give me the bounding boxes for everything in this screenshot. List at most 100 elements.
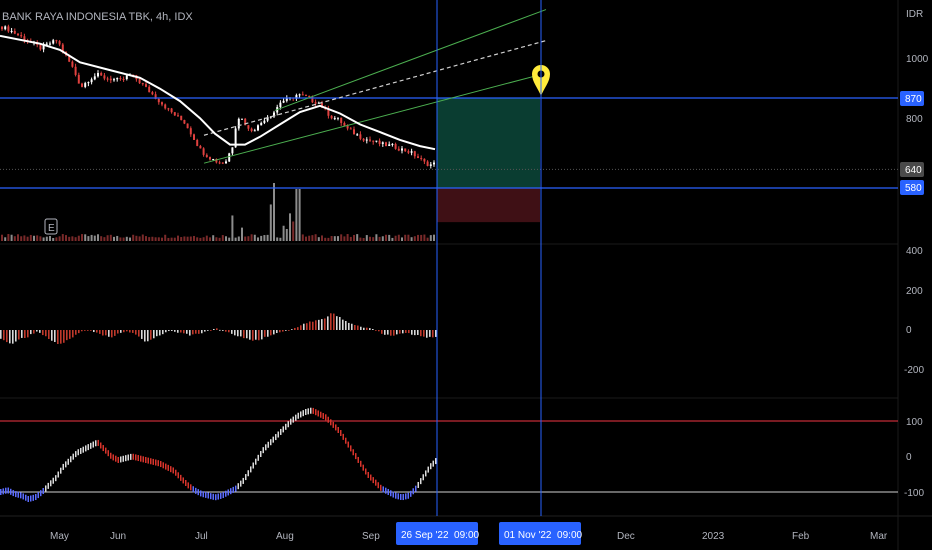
volume-bar (250, 234, 253, 241)
osc2-mark (52, 477, 54, 484)
volume-bar (346, 234, 349, 241)
candle (308, 95, 311, 98)
candle (241, 118, 243, 120)
osc1-histogram-bar (93, 330, 95, 333)
osc2-mark (72, 453, 74, 460)
osc2-mark (122, 455, 124, 462)
osc2-mark (190, 484, 192, 491)
osc2-mark (302, 410, 304, 417)
channel-lower-line[interactable] (203, 72, 547, 164)
osc2-mark (270, 439, 272, 446)
osc2-mark (390, 490, 392, 497)
osc1-histogram-bar (270, 330, 272, 336)
candle (20, 35, 23, 37)
osc1-histogram-bar (276, 330, 278, 334)
osc2-mark (407, 492, 409, 499)
time-label-aug: Aug (276, 531, 294, 542)
volume-bar (397, 234, 400, 241)
osc1-histogram-bar (375, 330, 377, 331)
osc2-mark (105, 447, 107, 454)
candle (295, 95, 298, 99)
volume-bar (129, 237, 131, 241)
osc2-mark (227, 489, 229, 496)
volume-bar (311, 235, 314, 241)
volume-bar (170, 237, 173, 241)
volume-bar (317, 237, 320, 241)
osc1-histogram-bar (366, 327, 368, 330)
osc1-histogram-bar (399, 330, 401, 334)
candle (327, 108, 330, 116)
volume-bar (433, 234, 435, 241)
osc2-mark (337, 426, 339, 433)
volume-bar (378, 236, 381, 241)
candle (349, 128, 352, 130)
volume-bar (221, 235, 224, 241)
candle (1, 26, 3, 30)
osc2-mark (320, 411, 322, 418)
osc1-histogram-bar (357, 325, 359, 330)
osc2-mark (372, 477, 374, 484)
osc1-histogram-bar (420, 330, 422, 337)
volume-bar (426, 237, 429, 241)
osc2-mark (420, 478, 422, 485)
osc2-mark (285, 423, 287, 430)
candle (109, 78, 112, 81)
osc1-histogram-bar (432, 330, 434, 338)
channel-upper-line[interactable] (274, 9, 547, 111)
osc1-histogram-bar (426, 330, 428, 338)
osc2-mark (355, 453, 357, 460)
candle (244, 118, 247, 126)
osc1-histogram-bar (351, 323, 353, 330)
osc2-mark (325, 414, 327, 421)
osc1-histogram-bar (207, 330, 209, 331)
channel-mid-line[interactable] (203, 40, 547, 136)
candle (49, 43, 51, 45)
candle (260, 122, 263, 126)
time-label-jun: Jun (110, 531, 126, 542)
candle (97, 73, 99, 77)
time-label-dec: Dec (617, 531, 635, 542)
volume-bar (119, 237, 122, 241)
volume-bar (301, 234, 304, 241)
osc2-mark (360, 460, 362, 467)
volume-bar (289, 213, 291, 241)
osc2-mark (275, 434, 277, 441)
earnings-badge-box[interactable] (44, 218, 58, 235)
volume-bar (202, 237, 205, 241)
volume-bar (151, 236, 154, 241)
osc1-histogram-bar (12, 330, 14, 344)
osc2-mark (252, 462, 254, 469)
moving-average-line[interactable] (0, 34, 436, 151)
time-label-feb: Feb (792, 531, 810, 542)
osc1-histogram-bar (135, 330, 137, 335)
osc2-mark (5, 487, 7, 494)
osc2-mark (90, 442, 92, 449)
osc1-histogram-bar (171, 330, 173, 331)
target-zone[interactable] (437, 98, 540, 188)
stop-zone[interactable] (437, 188, 540, 223)
osc2-mark (402, 494, 404, 501)
osc2-mark (205, 491, 207, 498)
volume-bar (154, 237, 157, 241)
osc1-histogram-bar (6, 330, 8, 343)
osc1-histogram-bar (234, 330, 236, 336)
candle (161, 102, 163, 105)
osc2-mark (195, 487, 197, 494)
osc1-histogram-bar (327, 316, 329, 330)
osc1-histogram-bar (195, 330, 197, 334)
volume-bar (420, 234, 423, 241)
volume-bar (180, 237, 183, 241)
osc1-histogram-bar (177, 330, 179, 333)
volume-bar (39, 236, 42, 241)
osc1-tick-200: 200 (906, 286, 923, 297)
osc1-histogram-bar (60, 330, 62, 344)
osc1-histogram-bar (393, 330, 395, 336)
candle (404, 148, 407, 152)
candle (231, 147, 234, 154)
candle (61, 44, 64, 52)
volume-bar (29, 234, 32, 241)
osc1-histogram-bar (300, 325, 302, 330)
volume-bar (167, 237, 170, 241)
candle (7, 26, 10, 32)
